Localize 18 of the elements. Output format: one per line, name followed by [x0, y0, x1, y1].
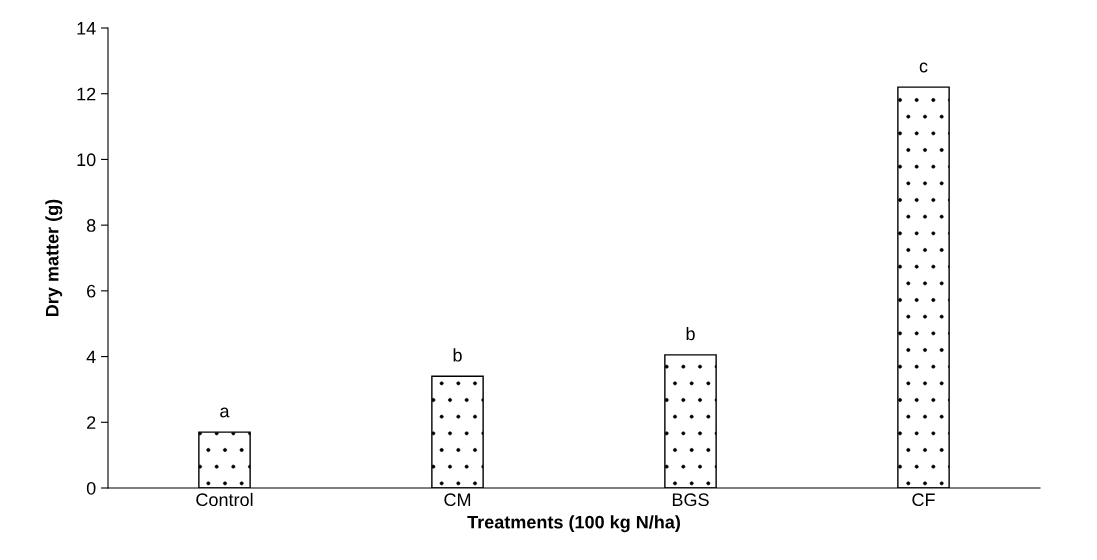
- annotation: b: [686, 326, 695, 341]
- y-tick-label: 6: [87, 284, 96, 298]
- x-tick-label: CF: [912, 493, 935, 507]
- y-tick-label: 4: [86, 350, 96, 364]
- y-tick-label: 0: [86, 481, 96, 495]
- y-tick-label: 12: [77, 87, 96, 101]
- x-tick-label: Control: [196, 492, 253, 507]
- x-tick-label: BGS: [672, 493, 709, 507]
- x-axis-title: Treatments (100 kg N/ha): [467, 515, 680, 533]
- annotation: a: [220, 407, 230, 418]
- y-tick-label: 2: [87, 416, 96, 429]
- x-tick-label: CM: [444, 493, 471, 507]
- y-tick-label: 14: [77, 22, 96, 35]
- annotation: b: [453, 348, 462, 362]
- y-axis-title: Dry matter (g): [45, 199, 63, 316]
- y-tick-label: 8: [86, 219, 96, 232]
- annotation: c: [919, 62, 928, 73]
- y-tick-label: 10: [77, 153, 96, 167]
